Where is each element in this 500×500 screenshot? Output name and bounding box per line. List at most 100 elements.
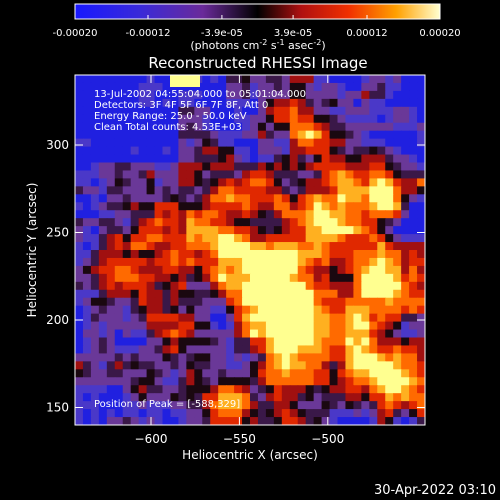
- heatmap-cell: [321, 234, 331, 243]
- heatmap-cell: [385, 90, 394, 100]
- heatmap-cell: [162, 385, 172, 394]
- heatmap-cell: [393, 313, 402, 323]
- heatmap-cell: [194, 98, 203, 108]
- heatmap-cell: [90, 273, 100, 283]
- heatmap-cell: [417, 114, 425, 124]
- heatmap-cell: [401, 345, 410, 354]
- heatmap-cell: [257, 186, 267, 195]
- heatmap-cell: [313, 321, 323, 331]
- heatmap-cell: [353, 98, 362, 108]
- heatmap-cell: [281, 385, 291, 394]
- heatmap-cell: [297, 82, 307, 92]
- heatmap-cell: [234, 194, 243, 203]
- heatmap-cell: [257, 114, 267, 124]
- heatmap-cell: [242, 194, 251, 203]
- heatmap-cell: [82, 162, 92, 172]
- heatmap-cell: [178, 154, 187, 164]
- heatmap-cell: [369, 361, 378, 370]
- heatmap-cell: [297, 417, 307, 425]
- heatmap-cell: [114, 409, 124, 418]
- heatmap-cell: [250, 90, 259, 100]
- heatmap-cell: [146, 162, 156, 172]
- heatmap-cell: [106, 218, 116, 227]
- heatmap-cell: [417, 186, 425, 195]
- chart-title: Reconstructed RHESSI Image: [148, 54, 367, 72]
- heatmap-cell: [257, 297, 267, 307]
- heatmap-cell: [194, 265, 203, 275]
- heatmap-cell: [409, 273, 418, 283]
- heatmap-cell: [289, 194, 299, 203]
- heatmap-cell: [178, 417, 187, 425]
- heatmap-cell: [257, 226, 267, 235]
- heatmap-cell: [186, 226, 195, 235]
- heatmap-cell: [409, 401, 418, 410]
- heatmap-cell: [130, 138, 140, 148]
- heatmap-cell: [106, 75, 116, 84]
- heatmap-cell: [98, 250, 108, 259]
- heatmap-cell: [130, 321, 140, 331]
- heatmap-cell: [234, 218, 243, 227]
- heatmap-cell: [417, 393, 425, 402]
- heatmap-cell: [297, 321, 307, 331]
- heatmap-cell: [138, 393, 148, 402]
- heatmap-cell: [82, 202, 92, 211]
- heatmap-cell: [194, 321, 203, 331]
- heatmap-cell: [186, 218, 195, 227]
- heatmap-cell: [82, 361, 92, 370]
- heatmap-cell: [75, 273, 84, 283]
- heatmap-cell: [210, 385, 219, 394]
- heatmap-cell: [409, 82, 418, 92]
- heatmap-cell: [417, 385, 425, 394]
- heatmap-cell: [242, 82, 251, 92]
- heatmap-cell: [194, 146, 203, 156]
- heatmap-cell: [194, 122, 203, 132]
- heatmap-cell: [337, 265, 347, 275]
- heatmap-cell: [393, 385, 402, 394]
- heatmap-cell: [114, 337, 124, 347]
- heatmap-cell: [281, 106, 291, 116]
- heatmap-cell: [281, 146, 291, 156]
- heatmap-cell: [226, 218, 235, 227]
- heatmap-cell: [154, 353, 164, 362]
- colorbar-gradient: [75, 4, 440, 19]
- heatmap-cell: [289, 393, 299, 402]
- heatmap-cell: [234, 321, 243, 331]
- heatmap-cell: [337, 154, 347, 164]
- heatmap-cell: [401, 393, 410, 402]
- heatmap-cell: [75, 98, 84, 108]
- heatmap-cell: [234, 345, 243, 354]
- heatmap-cell: [385, 210, 394, 219]
- heatmap-cell: [369, 202, 378, 211]
- heatmap-cell: [409, 154, 418, 164]
- heatmap-cell: [385, 146, 394, 156]
- heatmap-cell: [82, 178, 92, 187]
- heatmap-cell: [226, 75, 235, 84]
- heatmap-cell: [377, 194, 386, 203]
- heatmap-cell: [265, 401, 275, 410]
- heatmap-cell: [250, 234, 259, 243]
- heatmap-cell: [273, 130, 283, 140]
- heatmap-cell: [114, 130, 124, 140]
- heatmap-cell: [257, 353, 267, 362]
- heatmap-cell: [265, 82, 275, 92]
- heatmap-cell: [377, 417, 386, 425]
- heatmap-cell: [361, 265, 370, 275]
- heatmap-cell: [313, 82, 323, 92]
- heatmap-cell: [385, 250, 394, 259]
- heatmap-cell: [98, 82, 108, 92]
- heatmap-cell: [377, 202, 386, 211]
- heatmap-cell: [130, 122, 140, 132]
- heatmap-cell: [202, 281, 211, 291]
- heatmap-cell: [345, 194, 354, 203]
- heatmap-cell: [82, 369, 92, 378]
- heatmap-cell: [257, 417, 267, 425]
- heatmap-cell: [226, 265, 235, 275]
- heatmap-cell: [353, 82, 362, 92]
- heatmap-cell: [226, 345, 235, 354]
- heatmap-cell: [345, 75, 354, 84]
- heatmap-cell: [194, 337, 203, 347]
- heatmap-cell: [106, 210, 116, 219]
- heatmap-cell: [361, 257, 370, 267]
- heatmap-cell: [313, 170, 323, 179]
- heatmap-cell: [417, 122, 425, 132]
